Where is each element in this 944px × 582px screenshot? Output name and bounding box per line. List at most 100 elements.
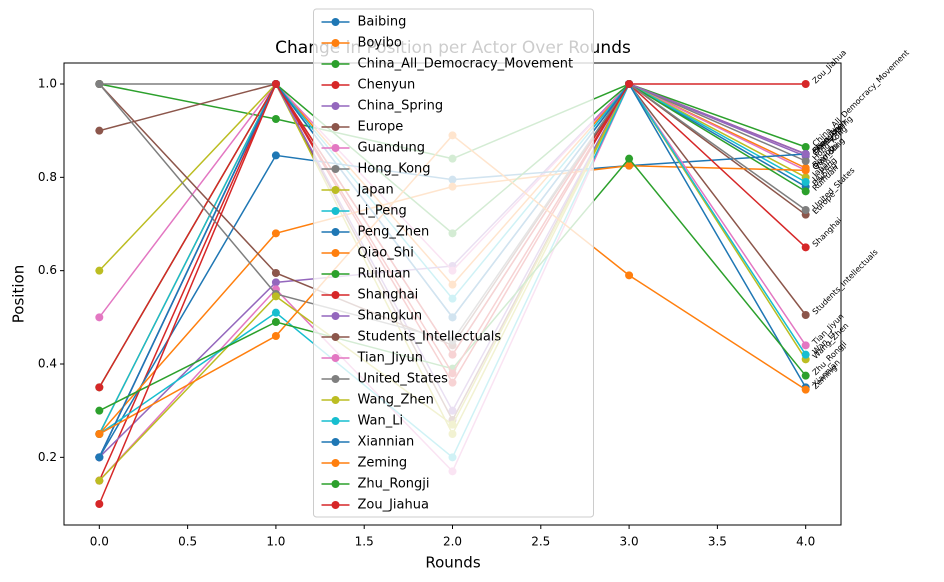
- legend-label: Europe: [358, 120, 404, 135]
- legend-marker: [331, 396, 340, 404]
- legend-label: Boyibo: [358, 36, 402, 51]
- y-tick-label: 0.6: [38, 263, 57, 277]
- point: [271, 115, 280, 123]
- point: [801, 80, 810, 88]
- x-tick-label: 3.5: [708, 535, 727, 549]
- legend-label: Guandung: [358, 141, 426, 156]
- point: [801, 166, 810, 175]
- legend-marker: [331, 228, 340, 236]
- legend-marker: [331, 480, 340, 488]
- legend-marker: [331, 375, 340, 383]
- point: [625, 154, 634, 163]
- legend-label: Peng_Zhen: [358, 225, 430, 240]
- point: [271, 80, 280, 88]
- legend-marker: [331, 144, 340, 152]
- point: [95, 406, 104, 415]
- point: [271, 229, 280, 238]
- point: [801, 341, 810, 350]
- point: [95, 430, 104, 438]
- legend-label: Zou_Jiahua: [358, 498, 429, 513]
- point: [801, 206, 810, 214]
- legend-marker: [331, 270, 340, 278]
- point: [801, 178, 810, 186]
- legend-marker: [331, 354, 340, 362]
- point: [95, 476, 104, 485]
- legend-label: Wang_Zhen: [358, 393, 434, 408]
- point: [271, 278, 280, 287]
- y-tick-label: 0.2: [38, 450, 57, 464]
- legend-marker: [331, 501, 340, 509]
- legend-label: Qiao_Shi: [358, 246, 414, 261]
- legend-label: Shangkun: [358, 309, 423, 324]
- legend-label: Tian_Jiyun: [357, 351, 423, 366]
- legend-marker: [331, 459, 340, 467]
- legend-label: Baibing: [358, 15, 407, 30]
- y-tick-label: 1.0: [38, 77, 57, 91]
- legend-label: Students_Intellectuals: [358, 330, 502, 345]
- x-tick-label: 0.0: [90, 535, 109, 549]
- legend-marker: [331, 165, 340, 173]
- legend-marker: [331, 291, 340, 299]
- point: [271, 308, 280, 317]
- legend-label: Zhu_Rongji: [358, 477, 430, 492]
- point: [625, 161, 634, 170]
- legend-marker: [331, 333, 340, 341]
- legend: Baibing Boyibo China_All_Democracy_Movemen…: [313, 8, 594, 518]
- point: [271, 332, 280, 340]
- legend-label: Hong_Kong: [358, 162, 431, 177]
- end-label: Zou_Jiahua: [811, 48, 849, 86]
- legend-marker: [331, 102, 340, 110]
- point: [801, 150, 810, 158]
- legend-label: Li_Peng: [358, 204, 407, 219]
- point: [625, 271, 634, 280]
- x-axis-label: Rounds: [425, 554, 480, 572]
- point: [801, 311, 810, 319]
- legend-label: Ruihuan: [358, 267, 411, 282]
- legend-marker: [331, 417, 340, 425]
- point: [95, 500, 104, 508]
- legend-label: Japan: [357, 183, 394, 198]
- point: [95, 266, 104, 275]
- legend-label: Chenyun: [358, 78, 416, 93]
- point: [801, 385, 810, 394]
- point: [271, 269, 280, 277]
- x-tick-label: 1.0: [266, 535, 285, 549]
- legend-marker: [331, 207, 340, 215]
- legend-marker: [331, 312, 340, 320]
- x-tick-label: 0.5: [178, 535, 197, 549]
- y-tick-label: 0.8: [38, 170, 57, 184]
- legend-label: China_All_Democracy_Movement: [358, 57, 574, 72]
- point: [625, 80, 634, 88]
- point: [801, 243, 810, 252]
- legend-label: Wan_Li: [358, 414, 404, 429]
- x-tick-label: 2.0: [443, 535, 462, 549]
- legend-marker: [331, 60, 340, 68]
- legend-marker: [331, 186, 340, 194]
- y-axis-label: Position: [10, 265, 28, 323]
- point: [801, 157, 810, 165]
- x-tick-label: 1.5: [355, 535, 374, 549]
- legend-label: United_States: [358, 372, 449, 387]
- end-label: Students_Intellectuals: [811, 248, 880, 317]
- legend-marker: [331, 39, 340, 47]
- x-tick-label: 2.5: [531, 535, 550, 549]
- legend-marker: [331, 81, 340, 89]
- x-tick-label: 4.0: [796, 535, 815, 549]
- legend-box: [313, 8, 594, 518]
- x-tick-label: 3.0: [620, 535, 639, 549]
- point: [95, 453, 104, 462]
- point: [95, 313, 104, 322]
- point: [95, 126, 104, 135]
- legend-label: Xiannian: [358, 435, 415, 450]
- legend-label: Zeming: [358, 456, 408, 471]
- point: [801, 187, 810, 196]
- legend-marker: [331, 438, 340, 446]
- point: [271, 151, 280, 160]
- point: [95, 383, 104, 392]
- point: [801, 143, 810, 151]
- point: [95, 80, 104, 88]
- y-tick-label: 0.4: [38, 357, 57, 371]
- legend-label: Shanghai: [358, 288, 419, 303]
- legend-marker: [331, 18, 340, 26]
